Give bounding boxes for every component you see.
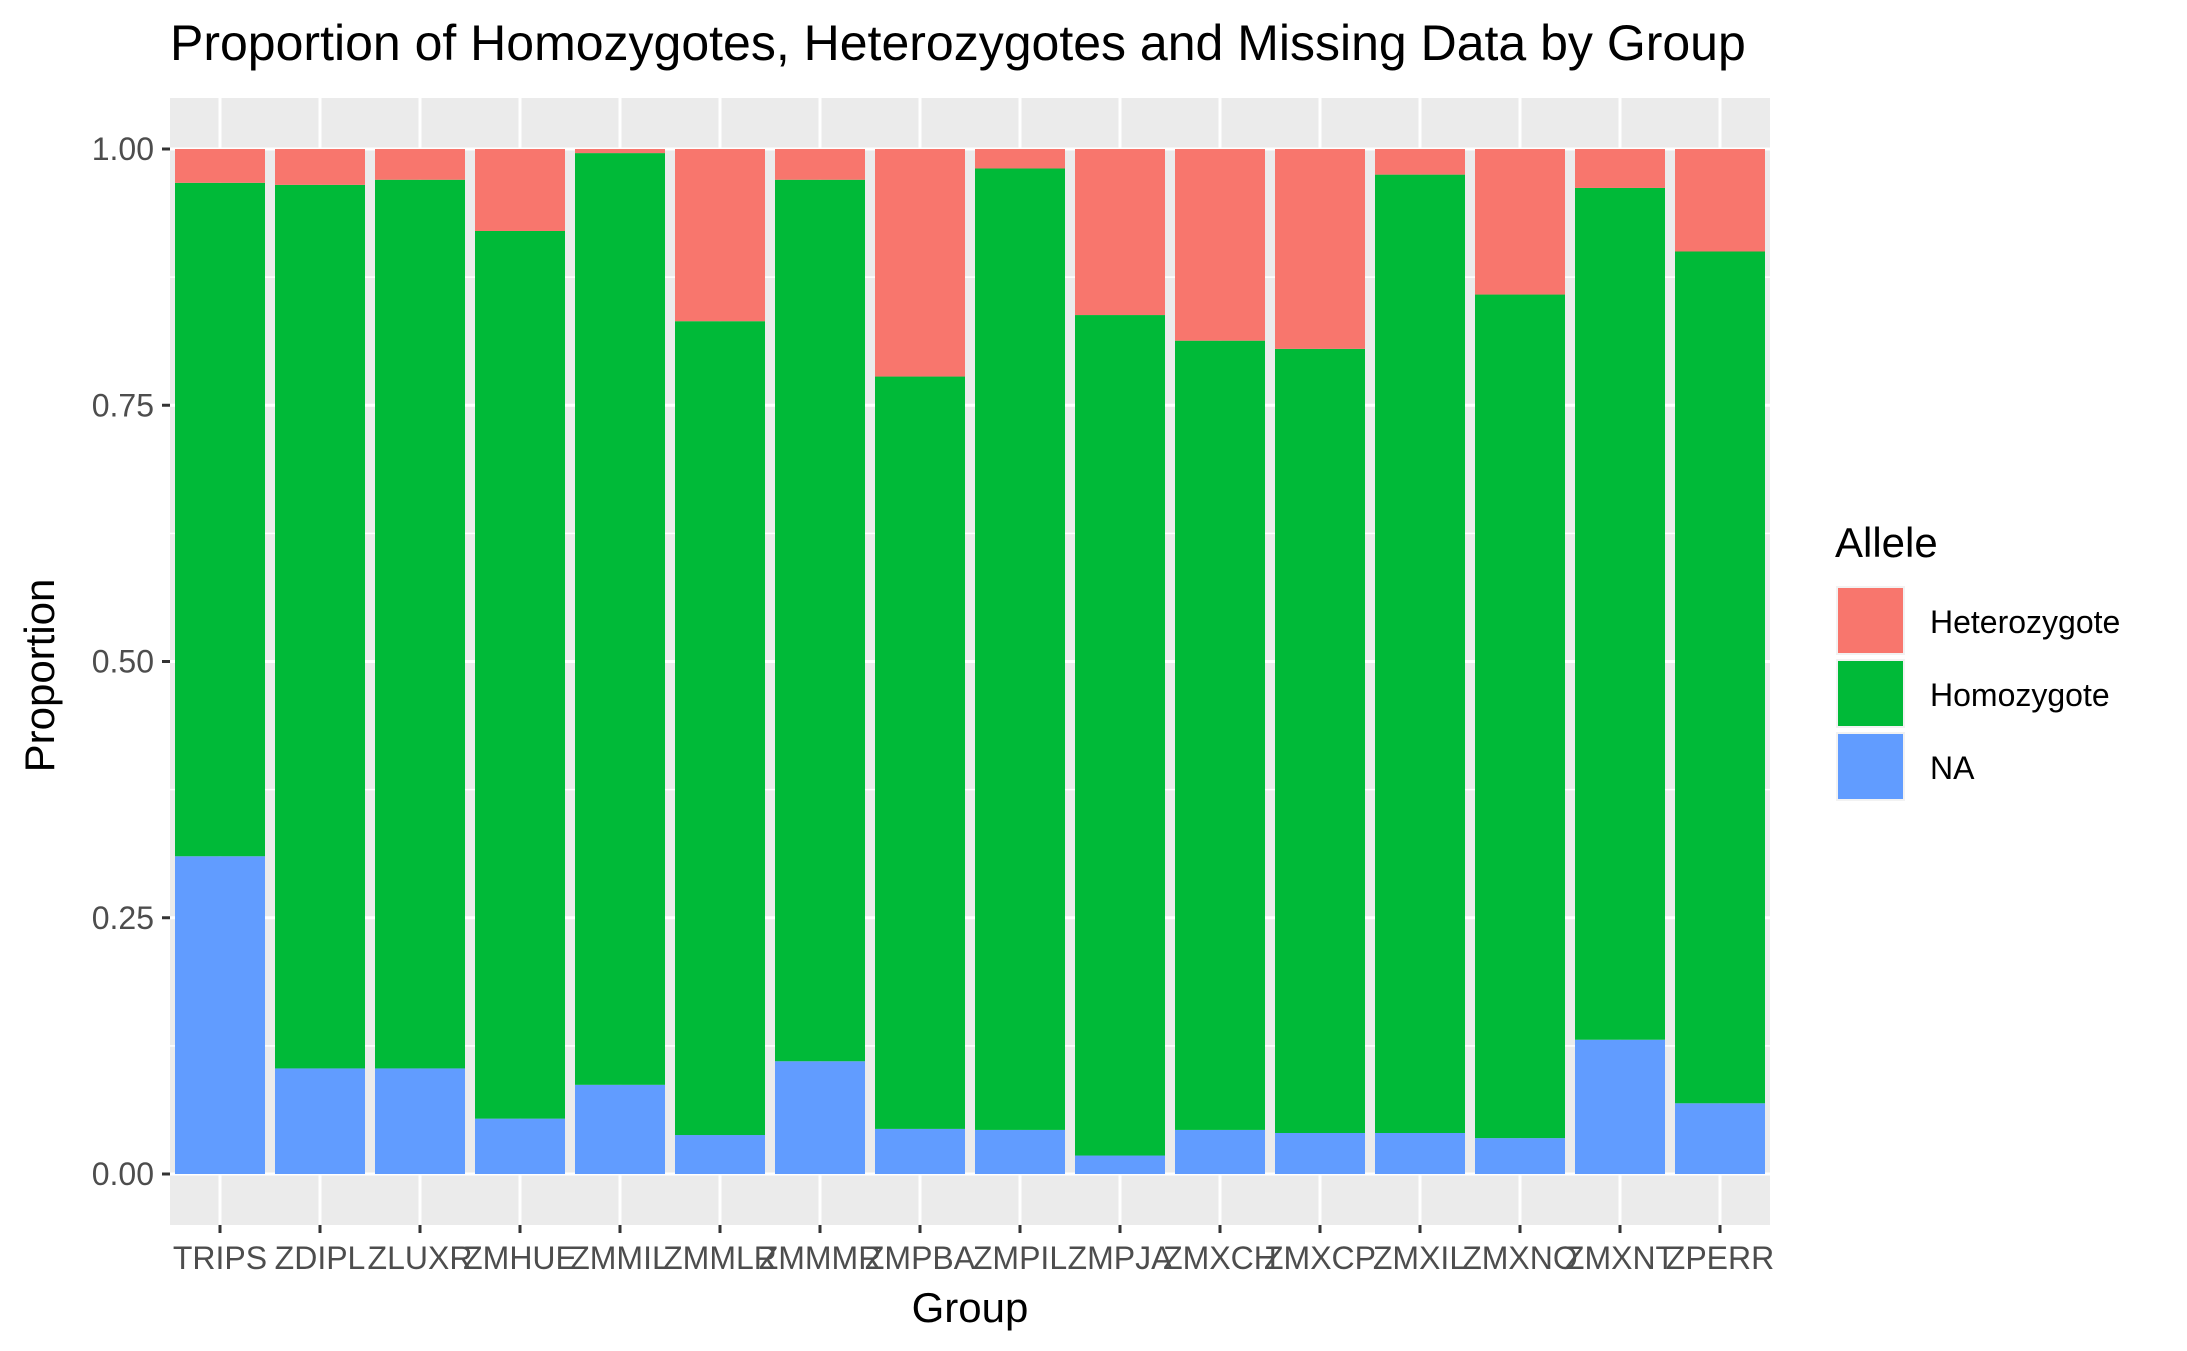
bar-segment-na bbox=[875, 1128, 965, 1174]
legend-swatch bbox=[1838, 661, 1903, 726]
bar-segment-heterozygote bbox=[1075, 149, 1165, 316]
bar-segment-na bbox=[775, 1061, 865, 1174]
bar-segment-heterozygote bbox=[1675, 149, 1765, 252]
legend-swatch bbox=[1838, 734, 1903, 799]
bar-segment-heterozygote bbox=[875, 149, 965, 377]
bar-segment-homozygote bbox=[1175, 340, 1265, 1130]
y-axis: 0.00 0.25 0.50 0.75 1.00 bbox=[92, 131, 170, 1192]
y-tick-label: 0.25 bbox=[92, 900, 154, 936]
bar-segment-homozygote bbox=[1375, 174, 1465, 1133]
x-tick-label: ZMMIL bbox=[570, 1240, 670, 1276]
x-tick-label: ZMPBA bbox=[865, 1240, 976, 1276]
bar-segment-na bbox=[675, 1135, 765, 1174]
bar-segment-na bbox=[1075, 1155, 1165, 1174]
x-tick-label: ZMMLR bbox=[663, 1240, 777, 1276]
x-tick-label: ZMXIL bbox=[1373, 1240, 1467, 1276]
bar-segment-na bbox=[1275, 1133, 1365, 1174]
x-tick-label: ZMXNT bbox=[1565, 1240, 1675, 1276]
x-axis: TRIPS ZDIPL ZLUXRZMHUEZMMILZMMLRZMMMRZMPBA… bbox=[173, 1225, 1774, 1276]
bar-segment-na bbox=[475, 1118, 565, 1174]
bar-segment-na bbox=[175, 856, 265, 1174]
bar-segment-na bbox=[275, 1068, 365, 1174]
bar-segment-heterozygote bbox=[675, 149, 765, 322]
bar-segment-heterozygote bbox=[175, 149, 265, 183]
bar-segment-homozygote bbox=[1275, 348, 1365, 1133]
bar-segment-na bbox=[1475, 1138, 1565, 1174]
x-tick-label: ZMXNO bbox=[1462, 1240, 1578, 1276]
bar-segment-heterozygote bbox=[1175, 149, 1265, 341]
bar-segment-homozygote bbox=[1075, 315, 1165, 1156]
bar-segment-homozygote bbox=[1575, 187, 1665, 1040]
bar-segment-na bbox=[575, 1084, 665, 1174]
x-tick-label: ZMPJA bbox=[1068, 1240, 1174, 1276]
bar-segment-na bbox=[975, 1129, 1065, 1174]
x-tick-label: TRIPS bbox=[173, 1240, 267, 1276]
legend-label: NA bbox=[1930, 750, 1975, 786]
x-tick-label: ZPERR bbox=[1666, 1240, 1774, 1276]
x-tick-label: ZLUXR bbox=[368, 1240, 473, 1276]
bar-segment-heterozygote bbox=[375, 149, 465, 180]
legend-swatch bbox=[1838, 588, 1903, 653]
bar-segment-heterozygote bbox=[1275, 149, 1365, 349]
x-tick-label: ZDIPL bbox=[275, 1240, 366, 1276]
y-tick-label: 1.00 bbox=[92, 131, 154, 167]
bar-segment-na bbox=[375, 1068, 465, 1174]
bar-segment-heterozygote bbox=[1375, 149, 1465, 175]
bar-segment-na bbox=[1575, 1039, 1665, 1174]
bar-segment-homozygote bbox=[175, 182, 265, 857]
x-tick-label: ZMHUE bbox=[463, 1240, 577, 1276]
bar-segment-homozygote bbox=[275, 184, 365, 1069]
bar-segment-heterozygote bbox=[775, 149, 865, 180]
bar-segment-homozygote bbox=[875, 376, 965, 1129]
bar-segment-homozygote bbox=[375, 179, 465, 1069]
legend-label: Homozygote bbox=[1930, 677, 2110, 713]
y-axis-title: Proportion bbox=[16, 579, 63, 773]
bar-segment-heterozygote bbox=[275, 149, 365, 185]
legend-label: Heterozygote bbox=[1930, 604, 2120, 640]
bar-segment-homozygote bbox=[1675, 251, 1765, 1104]
bar-segment-na bbox=[1675, 1103, 1765, 1174]
bar-segment-heterozygote bbox=[1475, 149, 1565, 295]
bar-segment-homozygote bbox=[975, 168, 1065, 1130]
x-tick-label: ZMPIL bbox=[973, 1240, 1067, 1276]
bar-segment-homozygote bbox=[1475, 294, 1565, 1139]
bar-segment-heterozygote bbox=[1575, 149, 1665, 188]
x-axis-title: Group bbox=[912, 1284, 1029, 1331]
y-tick-label: 0.75 bbox=[92, 387, 154, 423]
bar-segment-na bbox=[1375, 1133, 1465, 1174]
bar-segment-heterozygote bbox=[475, 149, 565, 231]
x-tick-label: ZMXCH bbox=[1163, 1240, 1277, 1276]
bar-segment-heterozygote bbox=[975, 149, 1065, 169]
y-tick-label: 0.50 bbox=[92, 644, 154, 680]
bar-segment-homozygote bbox=[675, 321, 765, 1136]
bar-segment-homozygote bbox=[775, 179, 865, 1062]
bar-segment-heterozygote bbox=[575, 149, 665, 154]
x-tick-label: ZMMMR bbox=[759, 1240, 882, 1276]
bar-segment-homozygote bbox=[575, 153, 665, 1085]
x-tick-label: ZMXCP bbox=[1264, 1240, 1376, 1276]
bar-segment-homozygote bbox=[475, 231, 565, 1119]
legend-title: Allele bbox=[1835, 519, 1938, 566]
y-tick-label: 0.00 bbox=[92, 1156, 154, 1192]
bars bbox=[175, 149, 1765, 1174]
bar-segment-na bbox=[1175, 1129, 1265, 1174]
chart-title: Proportion of Homozygotes, Heterozygotes… bbox=[170, 15, 1746, 71]
legend: Allele Heterozygote Homozygote NA bbox=[1835, 519, 2120, 801]
